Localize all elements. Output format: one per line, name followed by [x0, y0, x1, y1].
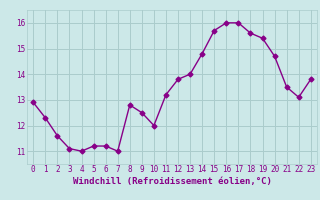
X-axis label: Windchill (Refroidissement éolien,°C): Windchill (Refroidissement éolien,°C): [73, 177, 271, 186]
